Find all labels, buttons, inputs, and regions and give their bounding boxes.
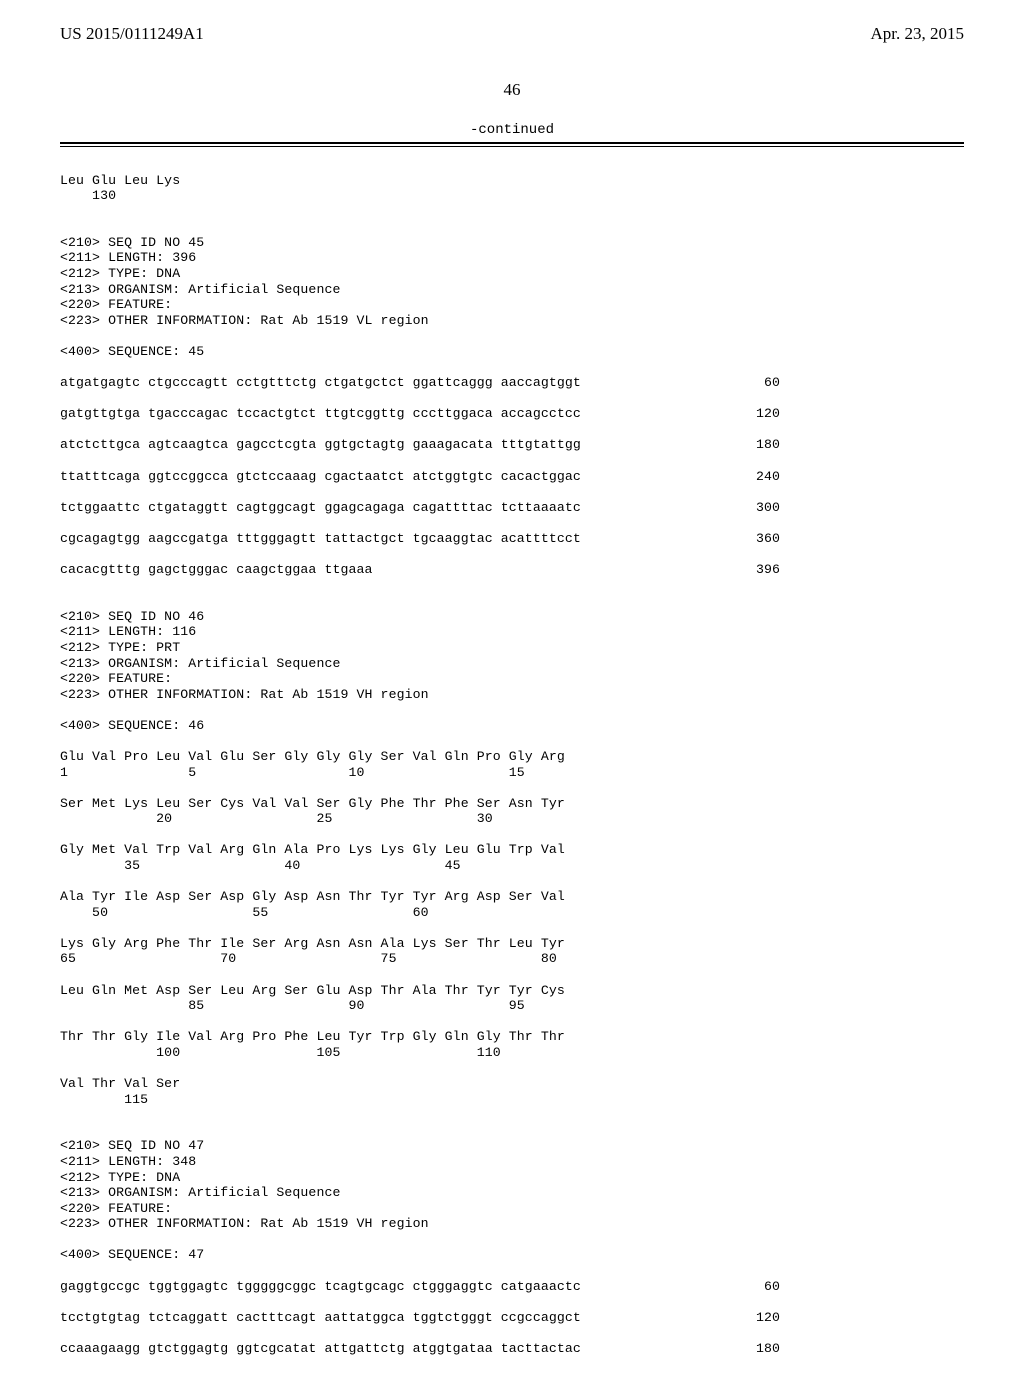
meta45-5: <223> OTHER INFORMATION: Rat Ab 1519 VL … bbox=[60, 313, 429, 328]
rule-top-thick bbox=[60, 142, 964, 144]
meta46-4: <220> FEATURE: bbox=[60, 671, 172, 686]
meta45-4: <220> FEATURE: bbox=[60, 297, 172, 312]
meta47-1: <211> LENGTH: 348 bbox=[60, 1154, 196, 1169]
seq46-line: 1 5 10 15 bbox=[60, 765, 525, 780]
tail-131-line: Leu Glu Leu Lys bbox=[60, 173, 180, 188]
seq46-line: Val Thr Val Ser bbox=[60, 1076, 180, 1091]
meta46-1: <211> LENGTH: 116 bbox=[60, 624, 196, 639]
seq46-line: Leu Gln Met Asp Ser Leu Arg Ser Glu Asp … bbox=[60, 983, 565, 998]
seq46-line: 65 70 75 80 bbox=[60, 951, 557, 966]
seq46-line: Thr Thr Gly Ile Val Arg Pro Phe Leu Tyr … bbox=[60, 1029, 565, 1044]
meta46-0: <210> SEQ ID NO 46 bbox=[60, 609, 204, 624]
seq46-line: Gly Met Val Trp Val Arg Gln Ala Pro Lys … bbox=[60, 842, 565, 857]
seq46-line: 35 40 45 bbox=[60, 858, 461, 873]
page-container: US 2015/0111249A1 Apr. 23, 2015 46 -cont… bbox=[0, 0, 1024, 1397]
seq46-line: 115 bbox=[60, 1092, 148, 1107]
meta46-3: <213> ORGANISM: Artificial Sequence bbox=[60, 656, 340, 671]
continued-label: -continued bbox=[60, 122, 964, 138]
page-number: 46 bbox=[60, 80, 964, 100]
seq46-line: 20 25 30 bbox=[60, 811, 493, 826]
meta47-3: <213> ORGANISM: Artificial Sequence bbox=[60, 1185, 340, 1200]
seq45-row: ttatttcaga ggtccggcca gtctccaaag cgactaa… bbox=[60, 469, 780, 485]
seq45-row: atgatgagtc ctgcccagtt cctgtttctg ctgatgc… bbox=[60, 375, 780, 391]
meta46-2: <212> TYPE: PRT bbox=[60, 640, 180, 655]
seq46-label: <400> SEQUENCE: 46 bbox=[60, 718, 204, 733]
publication-number: US 2015/0111249A1 bbox=[60, 24, 204, 44]
seq46-line: 100 105 110 bbox=[60, 1045, 501, 1060]
seq46-line: Ala Tyr Ile Asp Ser Asp Gly Asp Asn Thr … bbox=[60, 889, 565, 904]
seq46-line: 85 90 95 bbox=[60, 998, 525, 1013]
seq45-row: atctcttgca agtcaagtca gagcctcgta ggtgcta… bbox=[60, 437, 780, 453]
meta45-3: <213> ORGANISM: Artificial Sequence bbox=[60, 282, 340, 297]
seq45-row: gatgttgtga tgacccagac tccactgtct ttgtcgg… bbox=[60, 406, 780, 422]
meta45-0: <210> SEQ ID NO 45 bbox=[60, 235, 204, 250]
tail-131-num: 130 bbox=[60, 188, 116, 203]
publication-date: Apr. 23, 2015 bbox=[871, 24, 965, 44]
meta45-1: <211> LENGTH: 396 bbox=[60, 250, 196, 265]
seq47-label: <400> SEQUENCE: 47 bbox=[60, 1247, 204, 1262]
meta45-2: <212> TYPE: DNA bbox=[60, 266, 180, 281]
seq45-row-last: cacacgtttg gagctgggac caagctggaa ttgaaa3… bbox=[60, 562, 780, 578]
seq47-row: ccaaagaagg gtctggagtg ggtcgcatat attgatt… bbox=[60, 1341, 780, 1357]
seq45-row: tctggaattc ctgataggtt cagtggcagt ggagcag… bbox=[60, 500, 780, 516]
meta47-4: <220> FEATURE: bbox=[60, 1201, 172, 1216]
sequence-listing: Leu Glu Leu Lys 130 <210> SEQ ID NO 45 <… bbox=[60, 157, 964, 1357]
meta47-0: <210> SEQ ID NO 47 bbox=[60, 1138, 204, 1153]
seq47-row: tcctgtgtag tctcaggatt cactttcagt aattatg… bbox=[60, 1310, 780, 1326]
seq46-line: Lys Gly Arg Phe Thr Ile Ser Arg Asn Asn … bbox=[60, 936, 565, 951]
seq46-line: 50 55 60 bbox=[60, 905, 429, 920]
seq45-row: cgcagagtgg aagccgatga tttgggagtt tattact… bbox=[60, 531, 780, 547]
seq45-label: <400> SEQUENCE: 45 bbox=[60, 344, 204, 359]
seq46-line: Ser Met Lys Leu Ser Cys Val Val Ser Gly … bbox=[60, 796, 565, 811]
seq46-line: Glu Val Pro Leu Val Glu Ser Gly Gly Gly … bbox=[60, 749, 565, 764]
meta47-5: <223> OTHER INFORMATION: Rat Ab 1519 VH … bbox=[60, 1216, 429, 1231]
rule-top-thin bbox=[60, 146, 964, 147]
meta46-5: <223> OTHER INFORMATION: Rat Ab 1519 VH … bbox=[60, 687, 429, 702]
page-header: US 2015/0111249A1 Apr. 23, 2015 bbox=[60, 24, 964, 44]
seq47-row: gaggtgccgc tggtggagtc tgggggcggc tcagtgc… bbox=[60, 1279, 780, 1295]
meta47-2: <212> TYPE: DNA bbox=[60, 1170, 180, 1185]
